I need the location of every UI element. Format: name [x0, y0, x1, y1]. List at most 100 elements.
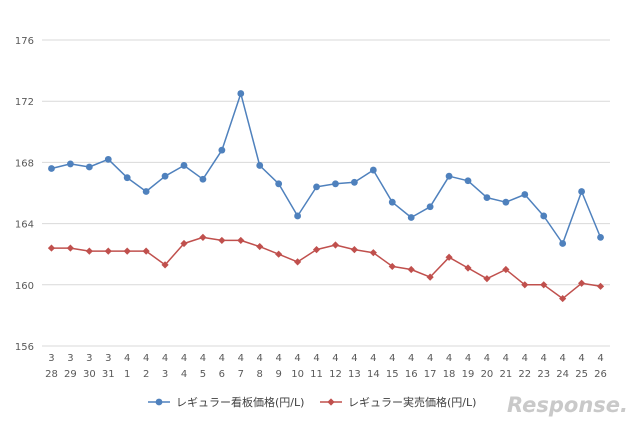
- x-tick-day: 14: [367, 369, 380, 380]
- data-point: [180, 239, 188, 248]
- data-point: [350, 246, 358, 254]
- x-tick-day: 7: [238, 369, 244, 380]
- x-tick-month: 4: [313, 353, 319, 364]
- y-axis-ticks: 156 160 164 168 172 176: [15, 36, 34, 353]
- x-tick-day: 24: [556, 369, 569, 380]
- data-point: [407, 265, 415, 274]
- x-tick-day: 6: [219, 369, 225, 380]
- data-point: [596, 282, 605, 290]
- data-point: [445, 172, 453, 180]
- x-tick-month: 4: [389, 353, 395, 364]
- x-tick-day: 5: [200, 369, 206, 380]
- y-tick-label: 164: [15, 220, 34, 231]
- x-tick-month: 4: [597, 353, 603, 364]
- x-tick-day: 15: [386, 369, 399, 380]
- y-tick-label: 156: [15, 342, 34, 353]
- data-point: [161, 172, 169, 180]
- x-tick-month: 4: [332, 353, 338, 364]
- data-point: [578, 188, 585, 195]
- data-point: [123, 247, 131, 255]
- x-tick-day: 10: [291, 369, 304, 380]
- x-tick-month: 4: [578, 353, 584, 364]
- data-point: [66, 244, 74, 252]
- data-point: [142, 188, 150, 195]
- y-tick-label: 176: [15, 36, 34, 47]
- x-tick-day: 3: [162, 369, 168, 380]
- data-point: [559, 240, 567, 247]
- x-tick-day: 17: [424, 369, 437, 380]
- data-point: [275, 250, 283, 258]
- x-tick-month: 4: [484, 353, 490, 364]
- y-tick-label: 168: [15, 158, 34, 169]
- data-point: [142, 247, 150, 255]
- x-tick-month: 4: [257, 353, 263, 364]
- data-point: [67, 160, 74, 168]
- data-point: [275, 180, 283, 188]
- data-point: [369, 249, 377, 257]
- x-tick-month: 4: [559, 353, 565, 364]
- data-point: [237, 236, 245, 245]
- x-tick-day: 9: [275, 369, 281, 380]
- x-tick-month: 4: [522, 353, 528, 364]
- data-point: [521, 191, 529, 198]
- legend-marker: [327, 398, 335, 406]
- x-tick-month: 4: [351, 353, 357, 364]
- y-tick-label: 172: [15, 97, 34, 108]
- legend-label: レギュラー実売価格(円/L): [348, 395, 476, 409]
- data-point: [294, 212, 301, 220]
- x-tick-day: 23: [537, 369, 550, 380]
- data-point: [48, 165, 55, 172]
- x-tick-day: 21: [499, 369, 512, 380]
- data-point: [47, 244, 56, 252]
- data-point: [313, 183, 320, 191]
- x-tick-day: 11: [310, 369, 323, 380]
- x-tick-day: 26: [594, 369, 607, 380]
- data-point: [388, 198, 396, 206]
- data-point: [256, 162, 264, 169]
- data-point: [407, 214, 415, 221]
- x-tick-day: 31: [102, 369, 115, 380]
- x-tick-day: 28: [45, 369, 58, 380]
- data-point: [597, 233, 604, 241]
- data-point: [521, 281, 529, 289]
- x-tick-month: 4: [370, 353, 376, 364]
- data-point: [85, 163, 93, 171]
- data-point: [578, 279, 586, 287]
- x-tick-month: 3: [48, 353, 54, 364]
- data-point: [199, 233, 207, 241]
- x-tick-month: 4: [294, 353, 300, 364]
- data-point: [123, 174, 131, 182]
- x-tick-day: 16: [405, 369, 418, 380]
- data-point: [426, 203, 434, 211]
- response-watermark: Response.: [507, 393, 628, 417]
- x-tick-month: 4: [465, 353, 471, 364]
- x-tick-day: 25: [575, 369, 588, 380]
- x-tick-day: 30: [83, 369, 96, 380]
- x-tick-day: 8: [257, 369, 263, 380]
- data-point: [464, 264, 472, 272]
- x-tick-month: 4: [124, 353, 130, 364]
- x-tick-month: 4: [162, 353, 168, 364]
- data-point: [351, 178, 358, 186]
- data-point: [388, 262, 396, 271]
- data-point: [85, 247, 93, 255]
- x-axis-ticks: 3283293303314142434445464748494104114124…: [45, 353, 607, 380]
- data-point: [199, 175, 207, 183]
- x-tick-day: 20: [481, 369, 494, 380]
- data-point: [104, 247, 112, 255]
- data-point: [294, 258, 302, 266]
- x-tick-month: 4: [427, 353, 433, 364]
- data-point: [464, 177, 472, 185]
- data-point: [502, 198, 510, 206]
- x-tick-day: 12: [329, 369, 342, 380]
- series-line: [51, 92, 602, 245]
- x-tick-day: 22: [518, 369, 531, 380]
- x-tick-day: 2: [143, 369, 149, 380]
- x-tick-month: 4: [219, 353, 225, 364]
- legend-marker: [155, 398, 163, 406]
- x-tick-month: 4: [541, 353, 547, 364]
- data-point: [483, 275, 491, 283]
- series-2: [47, 233, 605, 303]
- y-tick-label: 160: [15, 281, 34, 292]
